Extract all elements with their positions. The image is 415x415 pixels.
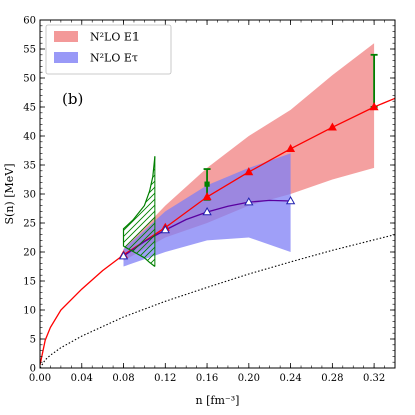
x-tick-label: 0.12 [154, 373, 176, 384]
series-1-point-3 [202, 192, 212, 201]
x-tick-label: 0.00 [29, 373, 51, 384]
x-axis-label: n [fm⁻³] [196, 394, 240, 407]
y-tick-label: 30 [23, 190, 36, 201]
legend-swatch-2 [54, 52, 78, 63]
y-tick-label: 10 [23, 306, 36, 317]
error-bar-point-1 [204, 181, 210, 187]
legend: N²LO E𝟙 N²LO Eτ [45, 24, 172, 75]
empirical-constraint [122, 156, 156, 267]
legend-label-1: N²LO E𝟙 [90, 31, 140, 44]
legend-label-2: N²LO Eτ [90, 52, 138, 65]
y-tick-label: 40 [23, 132, 36, 143]
y-tick-label: 5 [30, 335, 36, 346]
y-tick-label: 60 [23, 16, 36, 27]
y-tick-label: 45 [23, 103, 36, 114]
series-1-point-4 [244, 167, 254, 176]
empirical-upper-edge [122, 156, 156, 247]
series-2-point-2 [160, 224, 170, 234]
x-tick-label: 0.28 [321, 373, 343, 384]
series-2-point-5 [285, 195, 296, 205]
y-tick-label: 25 [23, 219, 36, 230]
y-tick-label: 55 [23, 45, 36, 56]
free-fermi-gas-curve [40, 234, 395, 368]
empirical-lower-edge [123, 245, 156, 267]
series-2-point-4 [244, 197, 254, 206]
series-2-point-1 [118, 251, 129, 260]
x-tick-label: 0.20 [238, 373, 260, 384]
y-tick-label: 35 [23, 161, 36, 172]
axes: 0.00 0.04 0.08 0.12 0.16 0.20 0.24 0.28 0.32 0 5 10… [23, 16, 396, 384]
panel-label: (b) [62, 90, 83, 108]
series-1-point-6 [327, 122, 337, 131]
empirical-hatch [123, 156, 155, 267]
x-tick-label: 0.08 [112, 373, 134, 384]
series-2-point-3 [202, 206, 212, 216]
x-tick-label: 0.04 [71, 373, 93, 384]
y-tick-label: 50 [23, 74, 36, 85]
y-tick-label: 15 [23, 277, 36, 288]
data-markers [118, 102, 379, 260]
x-tick-label: 0.24 [279, 373, 301, 384]
y-tick-label: 20 [23, 248, 36, 259]
legend-swatch-1 [54, 31, 78, 42]
y-axis-label: S(n) [MeV] [3, 164, 16, 225]
x-tick-label: 0.16 [196, 373, 218, 384]
series-1-point-7 [369, 102, 379, 111]
x-tick-label: 0.32 [363, 373, 385, 384]
y-tick-label: 0 [30, 364, 36, 375]
series-1-point-5 [286, 143, 296, 153]
